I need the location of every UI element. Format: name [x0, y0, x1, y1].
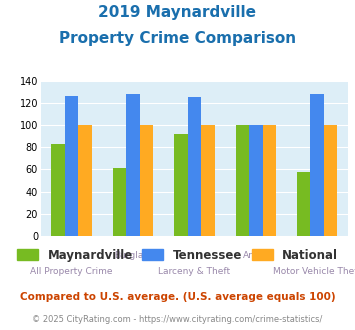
Bar	[65, 96, 78, 236]
Bar	[51, 144, 65, 236]
Bar	[126, 94, 140, 236]
Text: Motor Vehicle Theft: Motor Vehicle Theft	[273, 267, 355, 276]
Text: © 2025 CityRating.com - https://www.cityrating.com/crime-statistics/: © 2025 CityRating.com - https://www.city…	[32, 315, 323, 324]
Bar	[140, 125, 153, 236]
Bar	[235, 125, 249, 236]
Text: Property Crime Comparison: Property Crime Comparison	[59, 31, 296, 46]
Bar	[324, 125, 338, 236]
Text: All Property Crime: All Property Crime	[30, 267, 113, 276]
Text: Arson: Arson	[243, 251, 269, 260]
Bar	[174, 134, 187, 236]
Text: Compared to U.S. average. (U.S. average equals 100): Compared to U.S. average. (U.S. average …	[20, 292, 335, 302]
Text: 2019 Maynardville: 2019 Maynardville	[98, 5, 257, 20]
Legend: Maynardville, Tennessee, National: Maynardville, Tennessee, National	[12, 244, 343, 266]
Bar	[113, 168, 126, 236]
Bar	[263, 125, 276, 236]
Bar	[78, 125, 92, 236]
Bar	[310, 94, 324, 236]
Bar	[201, 125, 215, 236]
Bar	[297, 172, 310, 236]
Bar	[187, 97, 201, 236]
Text: Larceny & Theft: Larceny & Theft	[158, 267, 230, 276]
Text: Burglary: Burglary	[114, 251, 152, 260]
Bar	[249, 125, 263, 236]
